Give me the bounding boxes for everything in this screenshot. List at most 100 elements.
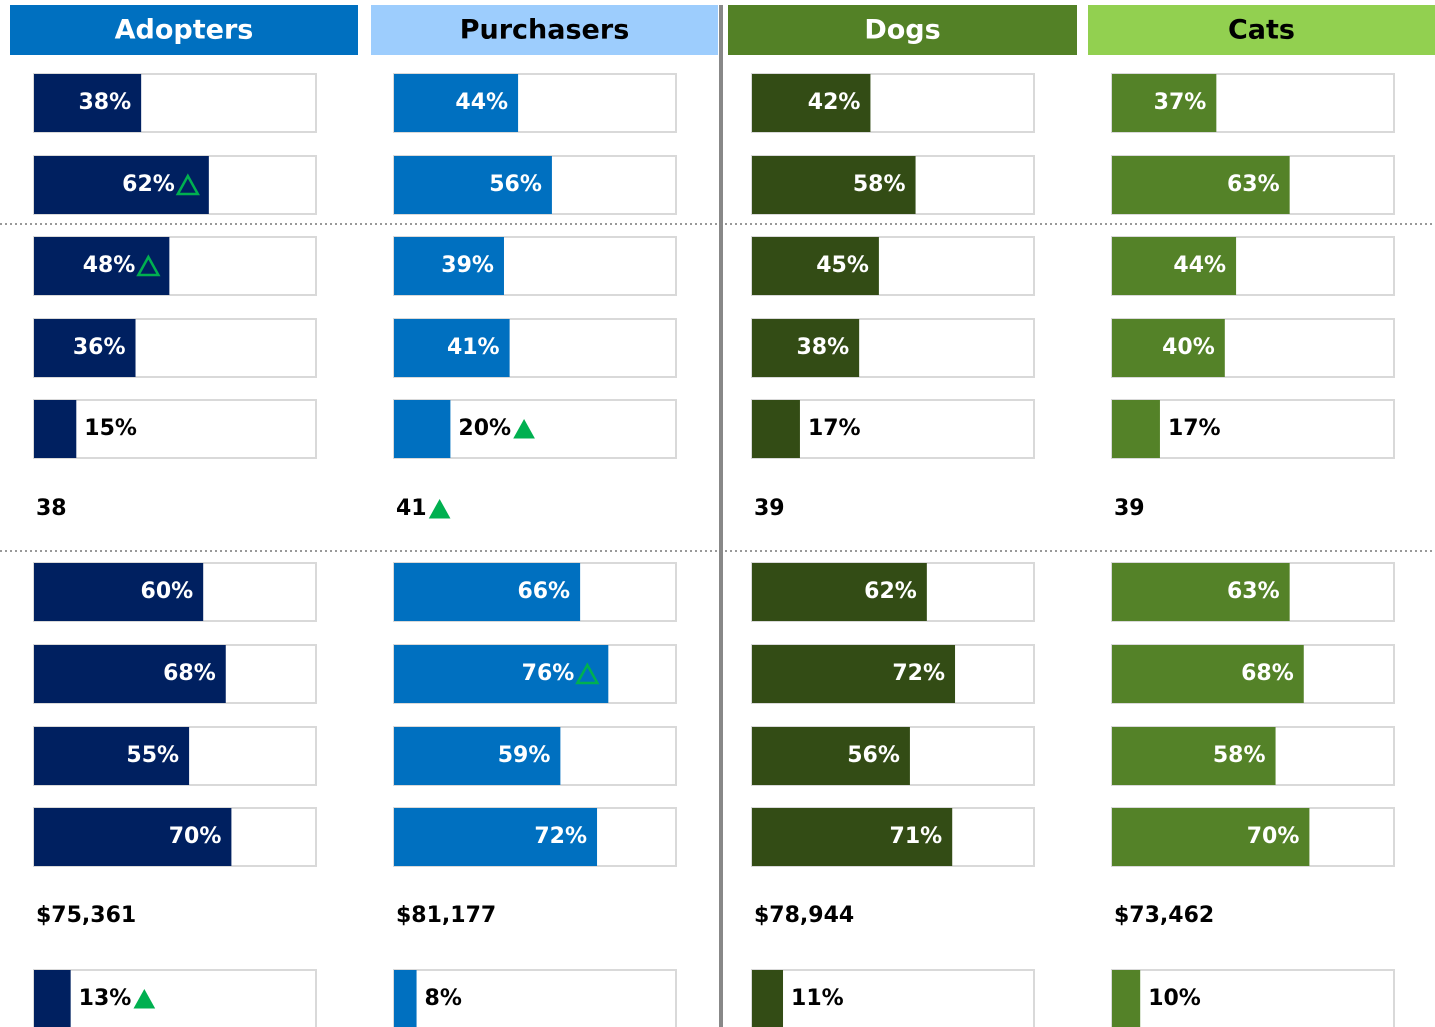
value-label: 37% [1154,90,1207,115]
value-label: 56% [847,743,900,768]
column-header [10,5,358,55]
income-value: $78,944 [754,903,854,928]
column-header [371,5,718,55]
bar [752,74,871,132]
bar [1112,645,1304,703]
bar [34,237,170,295]
value-label: 15% [84,416,137,441]
significance-marker [175,173,200,196]
value-label: 68% [163,661,216,686]
bar [34,645,226,703]
bar [394,645,609,703]
bar [34,808,232,866]
value-label: 48% [83,253,136,278]
value-label: 66% [517,579,570,604]
bar [1112,319,1225,377]
value-label: 38% [796,335,849,360]
bar [394,156,552,214]
bar [394,400,451,458]
value-label: 59% [498,743,551,768]
value-label: 41% [447,335,500,360]
bar [752,400,800,458]
significance-marker [136,254,161,277]
bar [394,563,581,621]
value-label: 13% [79,986,132,1011]
value-label: 76% [522,661,575,686]
value-label: 42% [808,90,861,115]
bar [752,727,910,785]
column-title: Dogs [864,15,940,46]
value-label: 63% [1227,172,1280,197]
value-label: 39% [441,253,494,278]
bar [752,156,916,214]
value-label: 20% [458,416,511,441]
age-value: 39 [754,496,785,521]
value-label: 63% [1227,579,1280,604]
value-label: 36% [73,335,126,360]
income-value: $75,361 [36,903,136,928]
value-label: 68% [1241,661,1294,686]
value-label: 10% [1148,986,1201,1011]
bar [394,727,561,785]
bar [34,727,190,785]
value-label: 70% [1247,824,1300,849]
bar-track [751,969,1035,1027]
bar [1112,156,1290,214]
value-label: 44% [1173,253,1226,278]
bar [1112,970,1141,1027]
age-value: 41 [396,496,427,521]
value-label: 17% [1168,416,1221,441]
bar-track [33,399,317,459]
bar [34,74,142,132]
column-header [728,5,1077,55]
age-value: 39 [1114,496,1145,521]
bar-track [33,969,317,1027]
income-value: $81,177 [396,903,496,928]
value-label: 56% [489,172,542,197]
bar [34,319,136,377]
value-label: 71% [890,824,943,849]
bar [34,400,77,458]
bar [752,808,953,866]
value-label: 55% [126,743,179,768]
bar [394,808,598,866]
value-label: 8% [425,986,462,1011]
bar [394,319,510,377]
value-label: 11% [791,986,844,1011]
column-title: Cats [1228,15,1295,46]
significance-marker [513,418,535,439]
bar [394,970,417,1027]
value-label: 45% [816,253,869,278]
value-label: 62% [864,579,917,604]
column-title: Purchasers [460,15,630,46]
income-value: $73,462 [1114,903,1214,928]
column-title: Adopters [115,15,254,46]
significance-marker [428,498,451,519]
bar [1112,808,1310,866]
bar [394,237,504,295]
significance-marker [133,988,156,1009]
value-label: 58% [1213,743,1266,768]
value-label: 38% [78,90,131,115]
bar [1112,400,1160,458]
bar [394,74,519,132]
bar [1112,563,1290,621]
bar [1112,727,1276,785]
bar [34,970,71,1027]
value-label: 60% [141,579,194,604]
value-label: 44% [455,90,508,115]
significance-marker [575,662,600,685]
value-label: 70% [169,824,222,849]
age-value: 38 [36,496,67,521]
value-label: 72% [534,824,587,849]
bar [752,645,956,703]
bar [752,563,927,621]
value-label: 17% [808,416,861,441]
value-label: 72% [892,661,945,686]
bar [34,563,204,621]
bar [752,970,784,1027]
bar [1112,237,1237,295]
bar [1112,74,1217,132]
value-label: 40% [1162,335,1215,360]
